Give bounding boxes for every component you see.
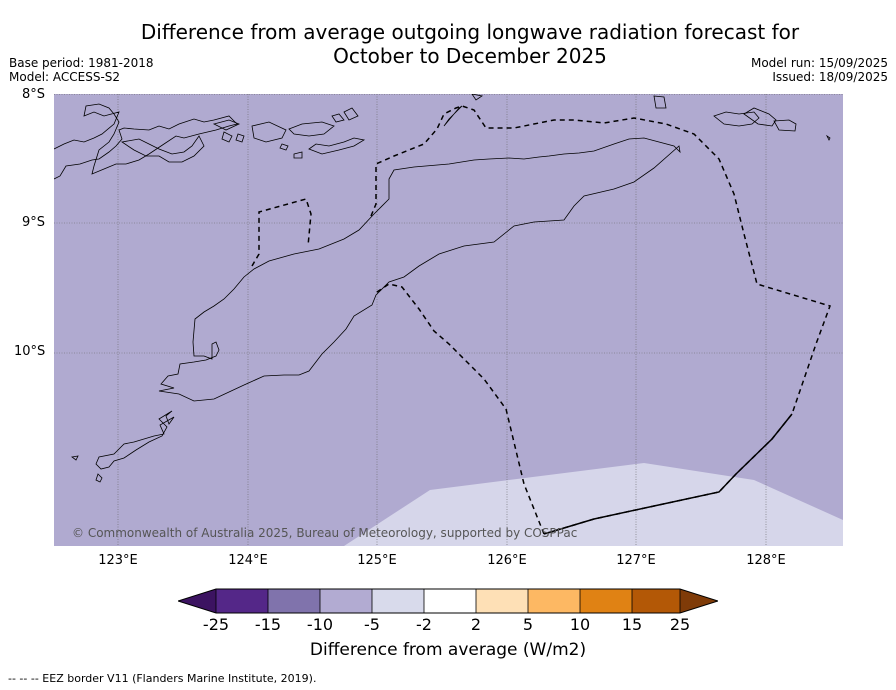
colorbar-bin-10-to-15: [580, 589, 632, 613]
colorbar-tick: 2: [470, 615, 482, 634]
eez-footnote: -- -- -- EEZ border V11 (Flanders Marine…: [8, 672, 317, 685]
colorbar-tick: 5: [522, 615, 534, 634]
colorbar-tick: -25: [202, 615, 230, 634]
colorbar-tick: -10: [306, 615, 334, 634]
colorbar-bin-minus15-to-minus10: [268, 589, 320, 613]
colorbar-tick: -15: [254, 615, 282, 634]
lat-label-8s: 8°S: [22, 87, 46, 102]
islet-coastline: [653, 95, 667, 109]
lon-label-124e: 124°E: [228, 553, 268, 568]
leti-island-coastline: [713, 111, 760, 127]
colorbar-extend-high: [680, 589, 718, 613]
lat-label-9s: 9°S: [22, 215, 46, 230]
anomaly-field-minus5-to-minus2: [344, 463, 843, 546]
colorbar-bin-2-to-5: [476, 589, 528, 613]
colorbar-tick: -5: [364, 615, 380, 634]
wetar-coastline: [471, 94, 484, 101]
map-canvas: [54, 94, 843, 546]
map-title: Difference from average outgoing longwav…: [100, 20, 840, 68]
islet-coastline: [71, 455, 79, 461]
pantar-coastline: [251, 121, 287, 143]
alor-coastline: [308, 137, 366, 155]
moa-island-coastline: [743, 107, 777, 127]
alor-coastline: [288, 121, 335, 137]
wetar-coastline: [443, 105, 463, 127]
colorbar-tick: 10: [569, 615, 591, 634]
graticule: [54, 94, 843, 546]
islet-coastline: [235, 133, 245, 143]
eez-border-oecusse: [251, 198, 312, 267]
colorbar-dividers: [215, 589, 681, 613]
islet-coastline: [279, 143, 289, 151]
islet-coastline: [825, 134, 831, 141]
model-name: Model: ACCESS-S2: [9, 70, 121, 84]
lon-label-127e: 127°E: [616, 553, 656, 568]
colorbar-bin-5-to-10: [528, 589, 580, 613]
eez-border: [251, 105, 831, 535]
meta-left: Base period: 1981-2018 Model: ACCESS-S2: [9, 56, 154, 84]
lon-label-125e: 125°E: [357, 553, 397, 568]
colorbar-bin-minus25-to-minus15: [216, 589, 268, 613]
colorbar: [178, 588, 718, 614]
copyright-notice: © Commonwealth of Australia 2025, Bureau…: [72, 526, 578, 540]
coastlines: [54, 94, 831, 483]
model-run: Model run: 15/09/2025: [750, 56, 888, 70]
colorbar-label: Difference from average (W/m2): [309, 640, 587, 660]
colorbar-bin-minus10-to-minus5: [320, 589, 372, 613]
eez-border-solid-segment: [543, 413, 793, 535]
eez-border-timor-north: [370, 105, 831, 535]
anomaly-field-minus10-to-minus5: [54, 94, 843, 546]
title-line-2: October to December 2025: [333, 44, 607, 68]
lon-label-123e: 123°E: [98, 553, 138, 568]
islet-coastline: [212, 119, 241, 131]
islet-coastline: [343, 107, 359, 121]
colorbar-extend-low: [178, 589, 216, 613]
timor-coastline: [158, 137, 681, 402]
islet-coastline: [293, 151, 303, 159]
adonara-coastline: [120, 135, 205, 163]
islet-coastline: [95, 473, 103, 483]
base-period: Base period: 1981-2018: [9, 56, 154, 70]
colorbar-tick: 15: [621, 615, 643, 634]
flores-coastline: [54, 103, 238, 180]
lon-label-128e: 128°E: [746, 553, 786, 568]
eez-border-timor-south: [373, 283, 545, 535]
colorbar-tick: -2: [416, 615, 432, 634]
title-line-1: Difference from average outgoing longwav…: [140, 20, 800, 44]
colorbar-bin-minus2-to-2: [424, 589, 476, 613]
meta-right: Model run: 15/09/2025 Issued: 18/09/2025: [751, 56, 888, 84]
islet-coastline: [331, 113, 345, 123]
lat-label-10s: 10°S: [14, 344, 46, 359]
colorbar-bin-15-to-25: [632, 589, 680, 613]
colorbar-bin-minus5-to-minus2: [372, 589, 424, 613]
rote-island-coastline: [95, 410, 175, 470]
islet-coastline: [221, 131, 233, 143]
colorbar-tick: 25: [669, 615, 691, 634]
lakor-island-coastline: [773, 119, 797, 132]
issued-date: Issued: 18/09/2025: [772, 70, 888, 84]
lon-label-126e: 126°E: [487, 553, 527, 568]
